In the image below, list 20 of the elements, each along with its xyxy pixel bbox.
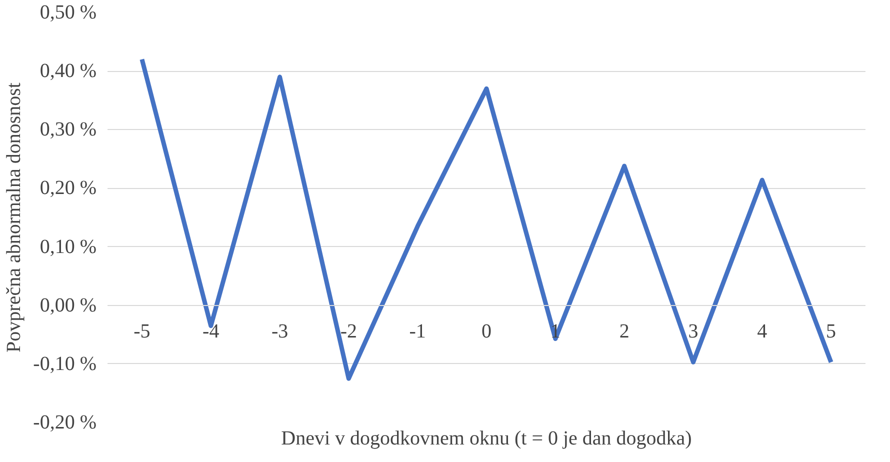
- x-tick-label: -4: [202, 320, 220, 342]
- y-tick-label: -0,20 %: [33, 412, 97, 434]
- y-axis-title: Povprečna abnormalna donosnost: [3, 82, 26, 352]
- y-tick-label: 0,20 %: [40, 177, 97, 200]
- x-tick-label: 2: [619, 320, 630, 342]
- y-tick-label: 0,10 %: [40, 236, 97, 258]
- x-tick-label: -1: [409, 320, 426, 342]
- x-tick-label: 5: [826, 320, 836, 342]
- x-axis-title: Dnevi v dogodkovnem oknu (t = 0 je dan dogodka): [281, 428, 692, 450]
- x-tick-label: 3: [688, 320, 698, 342]
- y-tick-label: 0,40 %: [40, 60, 97, 82]
- x-tick-label: 4: [757, 320, 768, 342]
- x-tick-label: 0: [482, 320, 492, 342]
- y-tick-label: 0,30 %: [40, 118, 97, 141]
- y-tick-label: 0,50 %: [40, 2, 97, 24]
- y-tick-label: 0,00 %: [40, 294, 97, 316]
- x-tick-label: -5: [134, 320, 150, 342]
- x-tick-label: -3: [271, 320, 288, 342]
- x-tick-label: -2: [340, 320, 358, 342]
- y-tick-label: -0,10 %: [33, 352, 97, 375]
